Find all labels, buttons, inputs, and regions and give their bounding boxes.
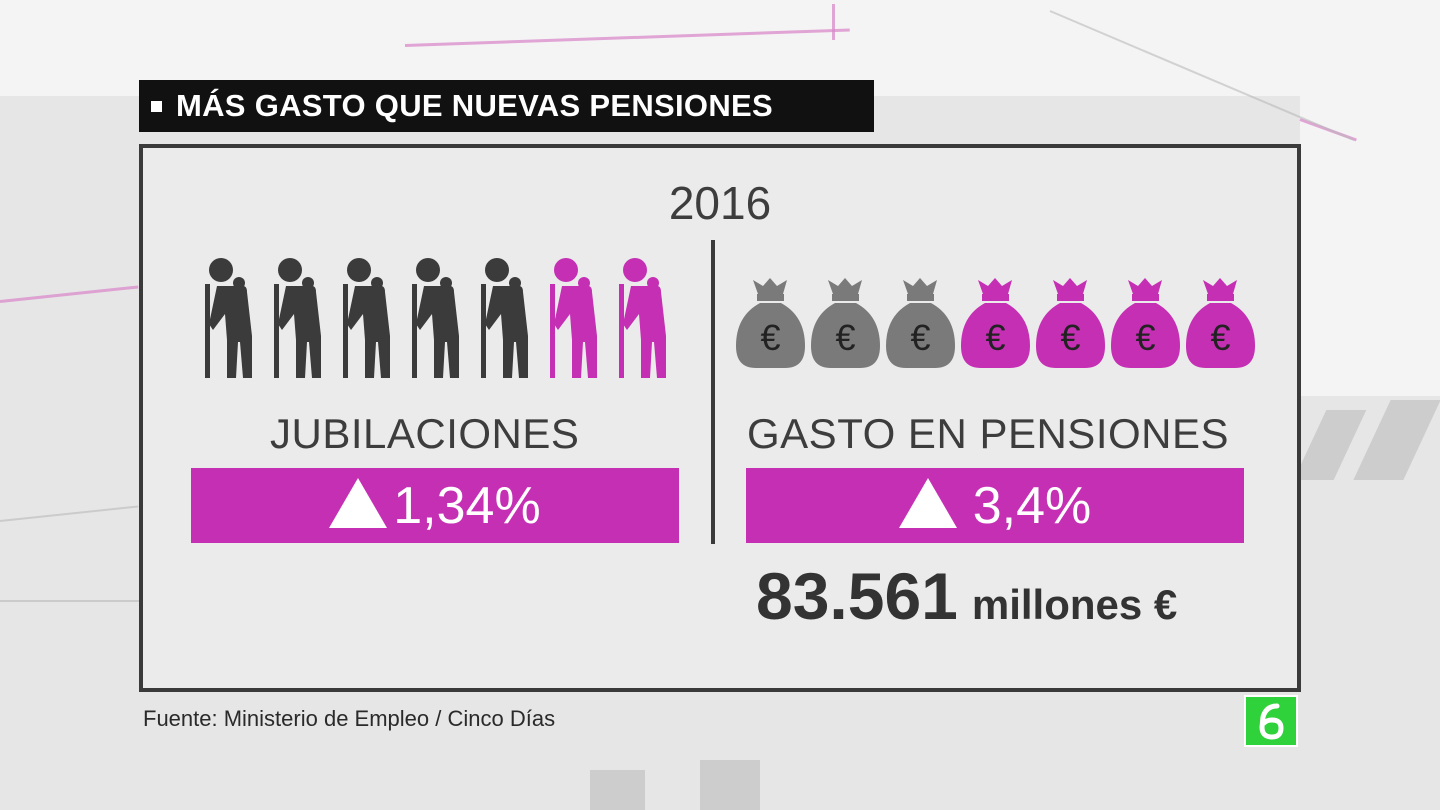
money-bags-icon-row: € € € € € € € xyxy=(735,274,1256,370)
elderly-person-icon xyxy=(471,256,537,378)
svg-text:€: € xyxy=(985,317,1005,358)
elderly-person-icon xyxy=(609,256,675,378)
euro-money-bag-icon: € xyxy=(810,274,881,370)
retirements-label: JUBILACIONES xyxy=(270,410,580,457)
increase-triangle-icon xyxy=(898,477,957,528)
increase-triangle-icon xyxy=(329,477,388,528)
spending-change-value: 3,4% xyxy=(972,476,1092,535)
euro-money-bag-icon: € xyxy=(1185,274,1256,370)
source-caption: Fuente: Ministerio de Empleo / Cinco Día… xyxy=(143,706,556,731)
elderly-person-icon xyxy=(195,256,261,378)
svg-text:€: € xyxy=(760,317,780,358)
euro-money-bag-icon: € xyxy=(885,274,956,370)
bullet-square-icon xyxy=(151,100,162,112)
elderly-person-icon xyxy=(540,256,606,378)
column-divider xyxy=(711,240,715,544)
spending-amount-unit: millones € xyxy=(971,581,1178,628)
spending-amount: 83.561 millones € xyxy=(756,558,1177,634)
retirements-change-value: 1,34% xyxy=(393,476,541,535)
svg-text:€: € xyxy=(1060,317,1080,358)
svg-text:€: € xyxy=(910,317,930,358)
elderly-person-icon xyxy=(333,256,399,378)
retirees-icon-row xyxy=(195,256,675,378)
euro-money-bag-icon: € xyxy=(1035,274,1106,370)
pension-spending-label: GASTO EN PENSIONES xyxy=(747,410,1230,457)
infographic-panel: 2016 € xyxy=(139,144,1301,692)
elderly-person-icon xyxy=(402,256,468,378)
section-title: MÁS GASTO QUE NUEVAS PENSIONES xyxy=(176,88,773,123)
euro-money-bag-icon: € xyxy=(1110,274,1181,370)
svg-text:€: € xyxy=(835,317,855,358)
retirements-change-bar: 1,34% xyxy=(191,468,679,543)
svg-text:€: € xyxy=(1210,317,1230,358)
elderly-person-icon xyxy=(264,256,330,378)
spending-change-bar: 3,4% xyxy=(746,468,1244,543)
euro-money-bag-icon: € xyxy=(960,274,1031,370)
la-sexta-logo-icon xyxy=(1259,703,1284,740)
channel-logo xyxy=(1244,695,1298,747)
spending-amount-value: 83.561 xyxy=(756,559,958,633)
section-title-bar: MÁS GASTO QUE NUEVAS PENSIONES xyxy=(139,80,874,132)
svg-text:€: € xyxy=(1135,317,1155,358)
euro-money-bag-icon: € xyxy=(735,274,806,370)
year-label: 2016 xyxy=(668,177,772,229)
